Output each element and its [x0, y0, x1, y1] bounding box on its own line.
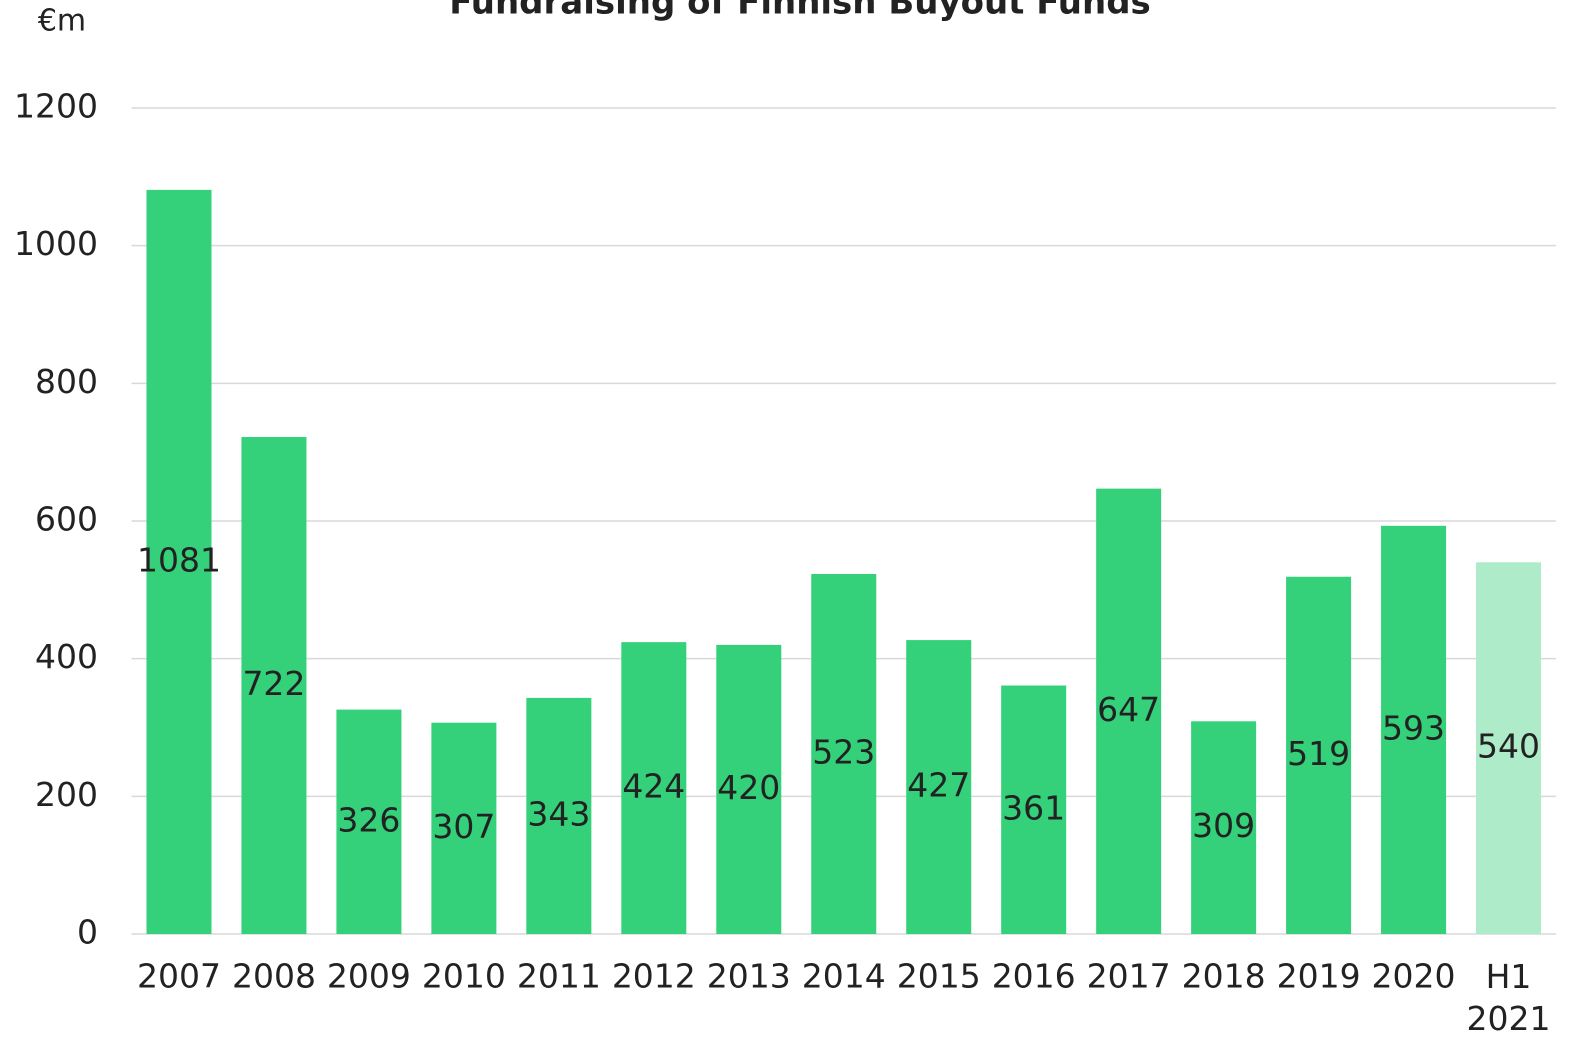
- y-unit: €m: [38, 4, 86, 39]
- bar: [146, 189, 212, 934]
- y-tick-label: 200: [35, 775, 98, 814]
- data-label: 326: [337, 800, 400, 839]
- y-tick-label: 400: [35, 637, 98, 676]
- x-tick-label: 2016: [992, 957, 1076, 996]
- x-tick-label: 2017: [1087, 957, 1171, 996]
- data-label: 523: [812, 733, 875, 772]
- data-label: 420: [717, 768, 780, 807]
- bar: [716, 644, 782, 934]
- x-tick-label: 2009: [327, 957, 411, 996]
- bar: [431, 722, 497, 934]
- data-label: 540: [1477, 727, 1540, 766]
- bar: [1286, 576, 1352, 934]
- data-label: 647: [1097, 690, 1160, 729]
- bar: [336, 709, 402, 934]
- x-tick-label: 2010: [422, 957, 506, 996]
- x-tick-label: 2012: [612, 957, 696, 996]
- x-tick-label: H1 2021: [1467, 957, 1551, 1038]
- x-tick-label: 2018: [1182, 957, 1266, 996]
- y-tick-label: 800: [35, 362, 98, 401]
- y-tick-label: 0: [77, 913, 98, 952]
- data-label: 307: [432, 807, 495, 846]
- chart-title: Fundraising of Finnish Buyout Funds: [449, 0, 1151, 23]
- bar: [621, 642, 687, 934]
- data-label: 593: [1382, 708, 1445, 747]
- y-tick-label: 1000: [14, 224, 98, 263]
- bar: [906, 640, 972, 934]
- x-tick-label: 2008: [232, 957, 316, 996]
- x-tick-label: 2020: [1372, 957, 1456, 996]
- bar: [1191, 721, 1257, 934]
- data-label: 424: [622, 767, 685, 806]
- bar: [241, 437, 307, 934]
- data-label: 361: [1002, 788, 1065, 827]
- y-tick-label: 1200: [14, 87, 98, 126]
- bar: [1001, 685, 1067, 934]
- x-tick-label: 2007: [137, 957, 221, 996]
- y-tick-label: 600: [35, 500, 98, 539]
- x-tick-label: 2011: [517, 957, 601, 996]
- data-label: 309: [1192, 806, 1255, 845]
- bar: [811, 574, 877, 934]
- data-label: 722: [242, 664, 305, 703]
- x-tick-label: 2013: [707, 957, 791, 996]
- data-label: 1081: [137, 540, 221, 579]
- bar: [526, 697, 592, 934]
- data-label: 343: [527, 794, 590, 833]
- data-label: 519: [1287, 734, 1350, 773]
- bar: [1476, 562, 1542, 934]
- bar: [1381, 525, 1447, 934]
- bar: [1096, 488, 1162, 934]
- x-tick-label: 2019: [1277, 957, 1361, 996]
- x-tick-label: 2014: [802, 957, 886, 996]
- data-label: 427: [907, 766, 970, 805]
- x-tick-label: 2015: [897, 957, 981, 996]
